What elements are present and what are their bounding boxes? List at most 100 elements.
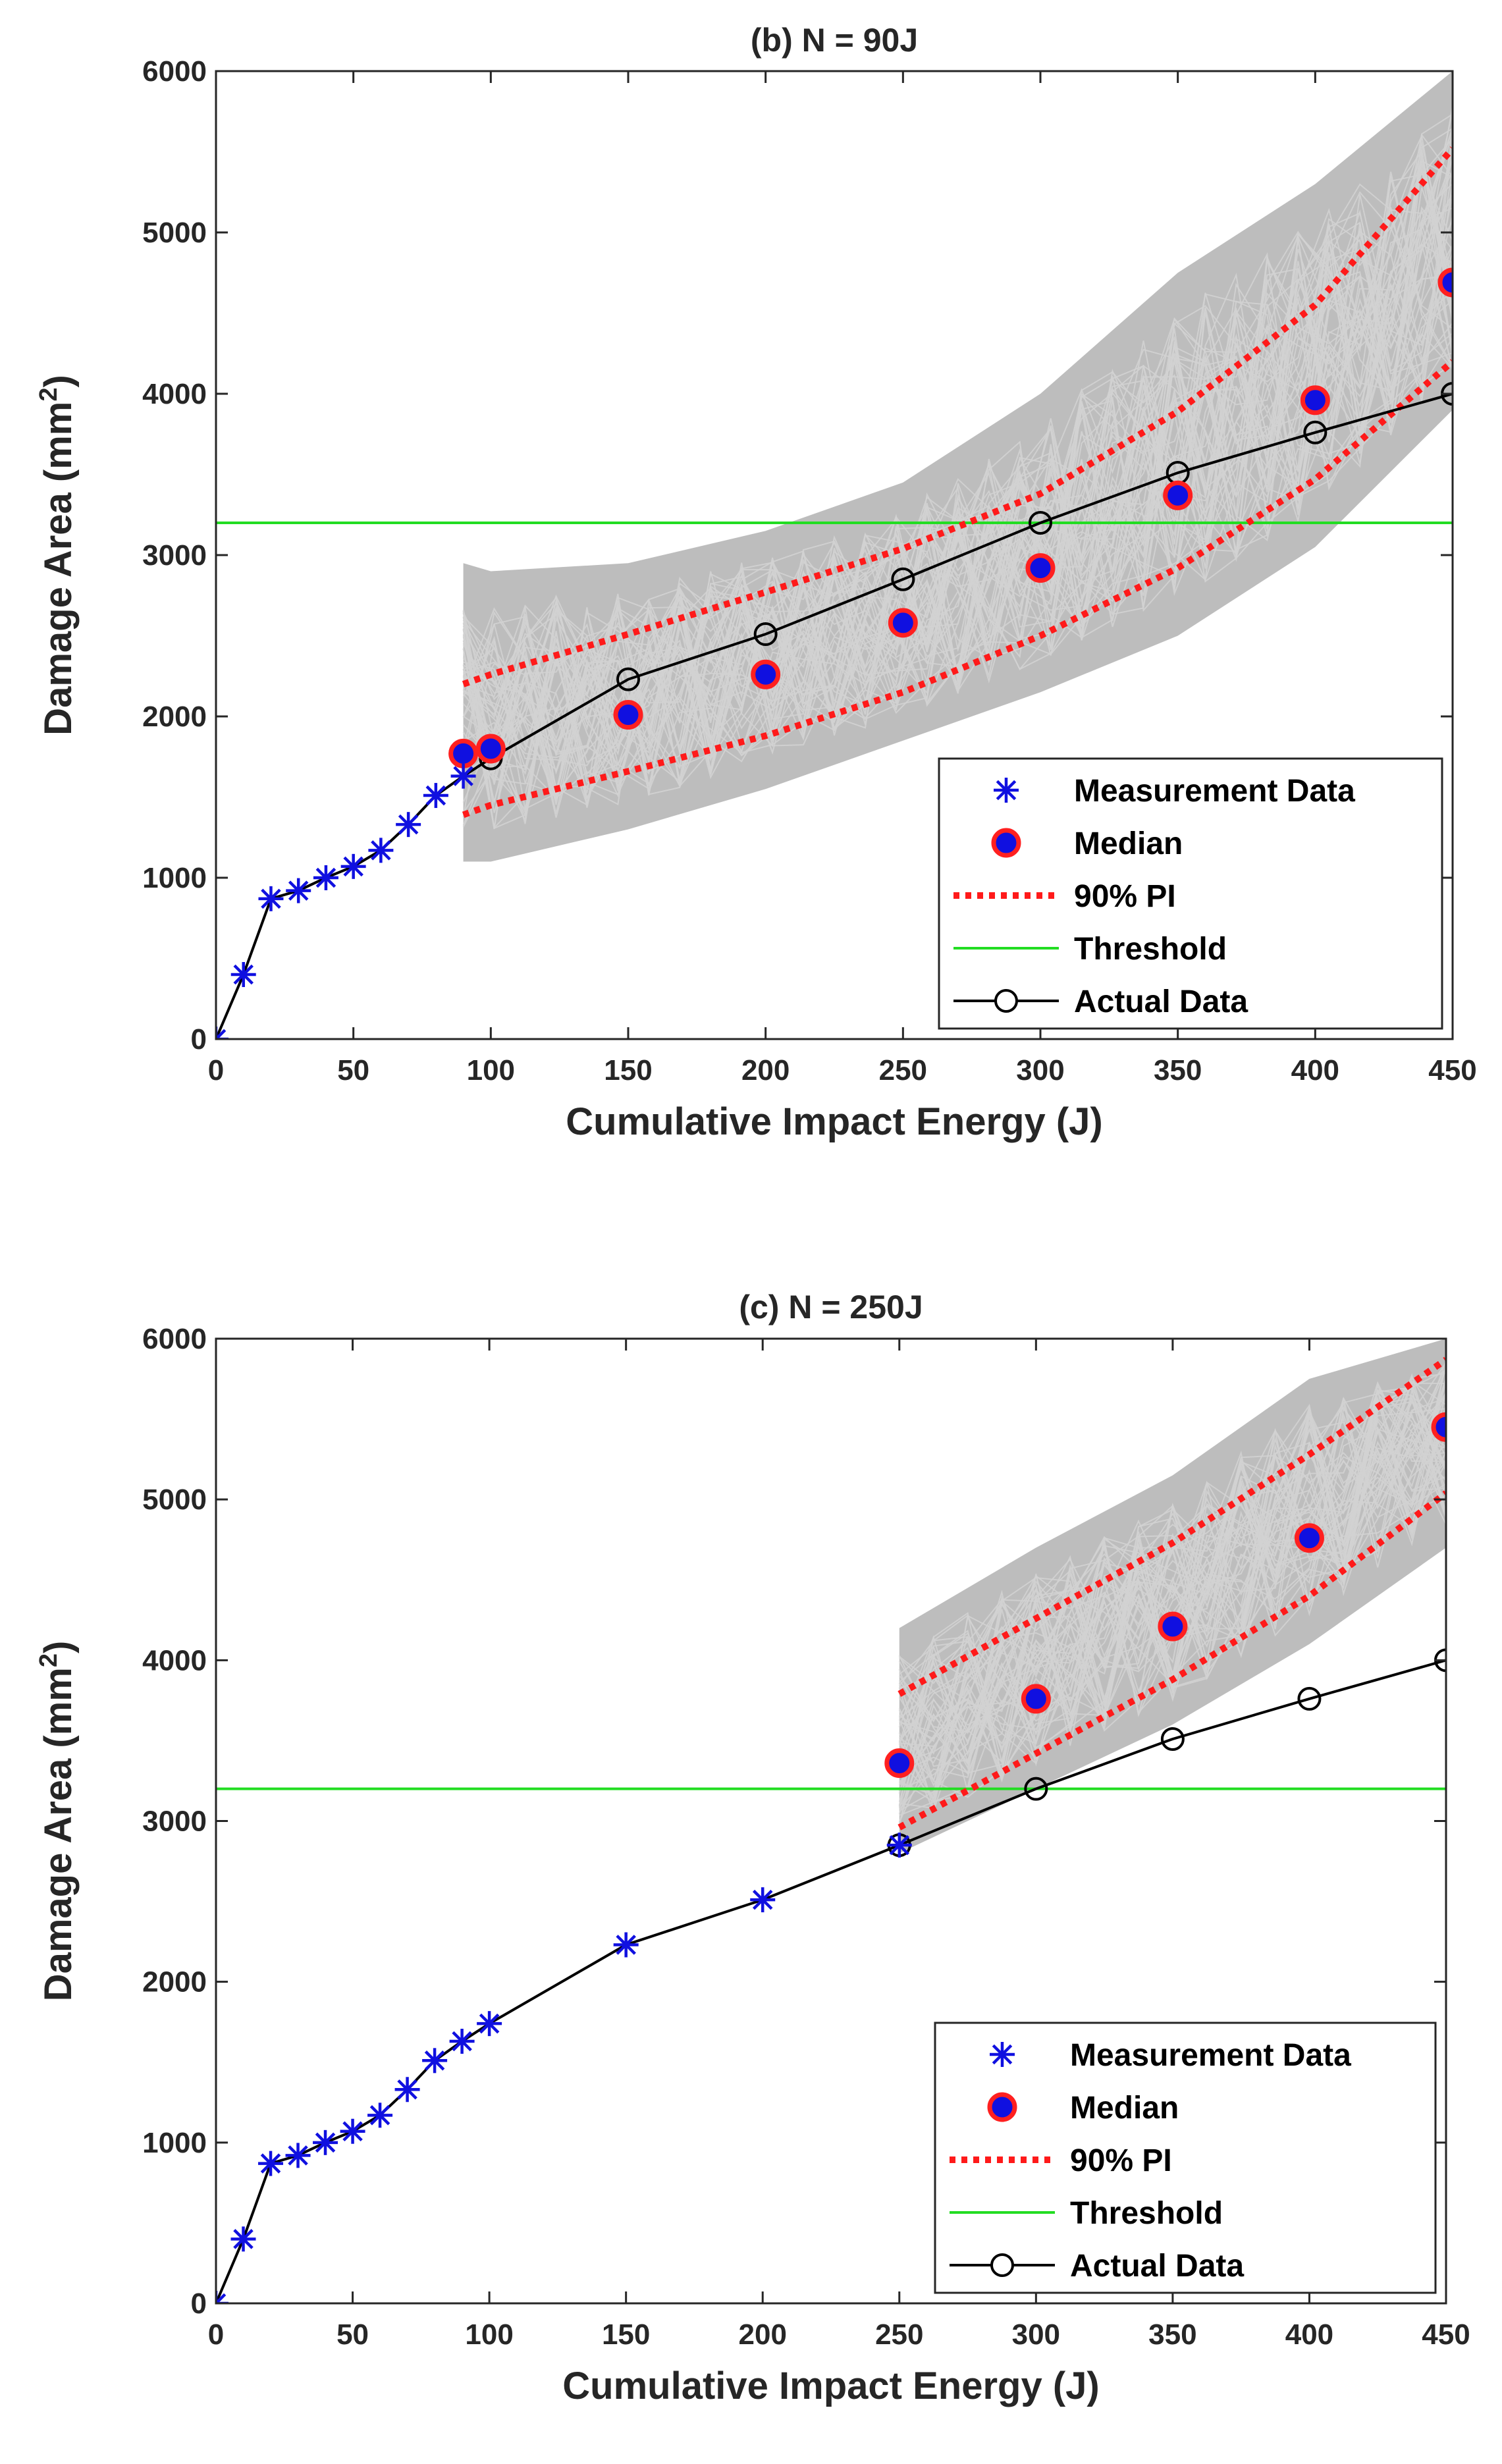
- measurement-marker-stroke: [216, 2293, 227, 2303]
- legend: Measurement Data Median 90% PI Threshold Act…: [938, 757, 1443, 1030]
- simulation-path: [462, 244, 1453, 785]
- measurement-marker-stroke: [889, 1835, 910, 1856]
- y-tick-label: 0: [191, 1023, 207, 1056]
- measurement-marker: [313, 2129, 338, 2155]
- x-tick-label: 200: [741, 1054, 790, 1086]
- measurement-marker: [422, 2048, 448, 2074]
- x-tick-label: 400: [1291, 1054, 1339, 1086]
- legend-item: Measurement Data: [994, 774, 1355, 809]
- y-axis-label-end: ): [37, 375, 80, 387]
- measurement-marker: [394, 2077, 420, 2102]
- measurement-marker: [340, 2118, 365, 2144]
- actual-data-marker: [1160, 1727, 1185, 1751]
- actual-data-marker: [616, 667, 640, 691]
- simulation-path: [463, 171, 1453, 742]
- legend-item: Threshold: [950, 2196, 1223, 2231]
- measurement-marker: [230, 962, 256, 987]
- x-tick-label: 100: [465, 2318, 513, 2351]
- x-tick-label: 0: [208, 2318, 224, 2351]
- actual-data-marker: [753, 622, 778, 647]
- x-tick-label: 250: [875, 2318, 923, 2351]
- measurement-marker-stroke: [616, 1935, 636, 1955]
- measurement-marker: [216, 1027, 228, 1039]
- median-marker: [1437, 267, 1453, 298]
- x-tick-label: 0: [208, 1054, 224, 1086]
- legend-label: Actual Data: [1070, 2249, 1244, 2284]
- legend-box: [934, 2022, 1437, 2294]
- simulation-path: [898, 1407, 1446, 1813]
- simulation-path: [898, 1382, 1446, 1786]
- measurement-marker-stroke: [233, 964, 254, 985]
- simulation-path: [899, 1380, 1446, 1799]
- x-tick-label: 50: [336, 2318, 369, 2351]
- legend-label: Median: [1070, 2091, 1179, 2126]
- legend-item: 90% PI: [953, 879, 1176, 914]
- measurement-marker-stroke: [216, 1029, 227, 1039]
- measurement-marker: [886, 1833, 912, 1858]
- legend-measurement-symbol-stroke: [996, 780, 1017, 801]
- measurement-marker: [396, 812, 421, 838]
- x-tick-label: 150: [604, 1054, 652, 1086]
- simulation-path: [462, 128, 1453, 815]
- simulation-path: [462, 128, 1453, 828]
- legend-item: Actual Data: [953, 984, 1248, 1019]
- x-axis-label: Cumulative Impact Energy (J): [566, 1100, 1102, 1143]
- legend-label: Threshold: [1074, 932, 1227, 967]
- median-marker: [1158, 1611, 1188, 1642]
- actual-data-marker: [1297, 1686, 1322, 1711]
- x-tick-label: 250: [879, 1054, 927, 1086]
- measurement-marker-stroke: [261, 888, 281, 909]
- legend-label: Threshold: [1070, 2196, 1223, 2231]
- y-tick-label: 4000: [142, 378, 207, 410]
- measurement-marker: [477, 2011, 502, 2037]
- legend-median-symbol: [987, 2092, 1017, 2122]
- actual-data-marker: [1029, 511, 1052, 535]
- measurement-marker-stroke: [752, 1889, 773, 1910]
- y-axis-label-sup: 2: [35, 1653, 63, 1667]
- actual-data-marker: [1303, 420, 1328, 444]
- y-tick-label: 6000: [142, 1323, 207, 1355]
- y-axis-label-main: Damage Area (mm: [37, 402, 80, 736]
- measurement-marker-stroke: [398, 814, 419, 835]
- legend-item: Median: [991, 826, 1183, 861]
- measurement-marker-stroke: [453, 766, 473, 786]
- y-tick-label: 2000: [142, 1966, 207, 1998]
- measurement-marker-stroke: [233, 2229, 254, 2249]
- x-tick-label: 100: [467, 1054, 515, 1086]
- legend-item: 90% PI: [950, 2143, 1172, 2178]
- measurement-marker-stroke: [315, 867, 336, 888]
- plot-area: [216, 1339, 1446, 2303]
- simulation-path: [462, 180, 1453, 797]
- measurement-marker-stroke: [342, 2121, 363, 2142]
- actual-data-marker: [1024, 1777, 1048, 1801]
- chart-1: 0 50 100 150 200 250 300 350 400 450 0 1000 2000 3000…: [35, 1289, 1470, 2407]
- simulation-path: [462, 221, 1453, 806]
- y-tick-label: 5000: [142, 1484, 207, 1516]
- measurement-marker-stroke: [260, 2153, 281, 2174]
- measurement-marker-stroke: [479, 2013, 500, 2034]
- measurement-marker: [450, 763, 476, 789]
- measurement-marker: [216, 2291, 228, 2303]
- median-marker: [1025, 553, 1056, 583]
- measurement-marker: [423, 783, 448, 809]
- legend-measurement-symbol-stroke: [992, 2044, 1013, 2065]
- measurement-marker: [368, 838, 394, 863]
- y-tick-label: 5000: [142, 217, 207, 249]
- legend-actual-marker: [990, 2253, 1014, 2277]
- y-axis-label: Damage Area (mm2): [35, 1641, 80, 2002]
- pi-upper-line: [462, 146, 1453, 687]
- x-tick-label: 450: [1428, 1054, 1476, 1086]
- chart-title: (c) N = 250J: [739, 1289, 923, 1326]
- median-marker: [888, 608, 918, 638]
- median-marker: [884, 1748, 915, 1779]
- prediction-band: [463, 71, 1453, 862]
- measurement-marker-stroke: [288, 2145, 308, 2166]
- x-tick-label: 300: [1012, 2318, 1060, 2351]
- chart-title: (b) N = 90J: [751, 22, 918, 59]
- x-tick-label: 50: [337, 1054, 369, 1086]
- measurement-marker: [258, 886, 284, 911]
- simulation-path: [898, 1397, 1446, 1783]
- simulation-path: [899, 1381, 1446, 1730]
- legend-item: Measurement Data: [990, 2038, 1351, 2073]
